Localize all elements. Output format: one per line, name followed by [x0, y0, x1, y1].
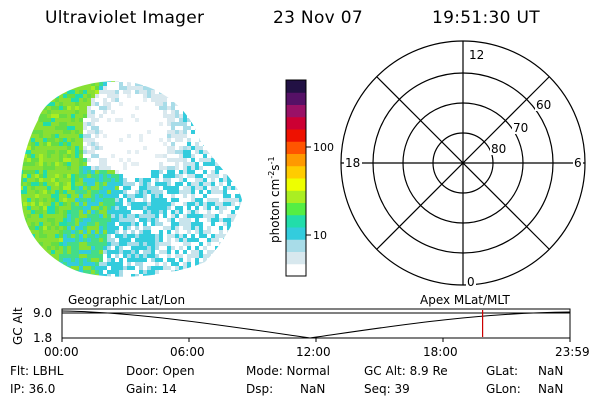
gc-alt-curve: [61, 310, 571, 339]
x-tick-2359: 23:59: [555, 345, 590, 359]
colorbar-segment: [286, 202, 306, 216]
colorbar-segment: [286, 116, 306, 130]
y-tick-label: 1.8: [33, 331, 52, 345]
x-tick-0600: 06:00: [170, 345, 205, 359]
lat-label-60: 60: [536, 98, 551, 112]
mlt-label-dusk: 18: [345, 156, 360, 170]
colorbar-segment: [286, 129, 306, 142]
colorbar-segment: [286, 251, 306, 265]
x-tick-1200: 12:00: [296, 345, 331, 359]
colorbar-segment: [286, 178, 306, 191]
mlt-label-dawn: 6: [574, 156, 582, 170]
colorbar-tick-label: 10: [313, 229, 327, 242]
y-tick-label: 9.0: [33, 306, 52, 320]
x-tick-0000: 00:00: [44, 345, 79, 359]
gain-info: Gain: 14: [126, 382, 177, 396]
observation-time: 19:51:30 UT: [432, 8, 540, 28]
geographic-label: Geographic Lat/Lon: [68, 293, 185, 307]
filter-info: Flt: LBHL: [10, 364, 64, 378]
colorbar-frame: [285, 79, 307, 277]
mlt-label-noon: 12: [469, 48, 484, 62]
polar-grid: [340, 40, 586, 286]
mlt-label-midnight: 0: [467, 275, 475, 289]
apex-label: Apex MLat/MLT: [420, 293, 510, 307]
colorbar-segment: [286, 80, 306, 93]
gc-alt-axis-label: GC Alt: [11, 307, 25, 345]
colorbar-segment: [286, 239, 306, 252]
gc-alt-info: GC Alt: 8.9 Re: [364, 364, 448, 378]
glon-value: NaN: [538, 382, 564, 396]
glat-value: NaN: [538, 364, 564, 378]
colorbar-tick-label: 100: [313, 141, 334, 154]
auroral-image: [20, 81, 243, 277]
colorbar-segment: [286, 153, 306, 167]
colorbar: [286, 80, 306, 277]
colorbar-segment: [286, 263, 306, 277]
colorbar-segment: [286, 227, 306, 240]
colorbar-segment: [286, 165, 306, 179]
seq-info: Seq: 39: [364, 382, 410, 396]
colorbar-units-label: photon cm-2s-1: [267, 156, 282, 243]
glon-label: GLon:: [486, 382, 521, 396]
door-info: Door: Open: [126, 364, 195, 378]
colorbar-segment: [286, 92, 306, 105]
mode-info: Mode: Normal: [246, 364, 330, 378]
dsp-value: NaN: [300, 382, 326, 396]
colorbar-segment: [286, 214, 306, 228]
x-tick-1800: 18:00: [423, 345, 458, 359]
dsp-label: Dsp:: [246, 382, 274, 396]
colorbar-segment: [286, 190, 306, 203]
glat-label: GLat:: [486, 364, 519, 378]
observation-date: 23 Nov 07: [273, 8, 363, 28]
lat-label-70: 70: [513, 121, 528, 135]
instrument-title: Ultraviolet Imager: [45, 8, 205, 28]
timeline-ticks: [61, 338, 571, 342]
lat-label-80: 80: [491, 142, 506, 156]
colorbar-segment: [286, 141, 306, 154]
colorbar-segment: [286, 104, 306, 118]
ip-info: IP: 36.0: [10, 382, 56, 396]
